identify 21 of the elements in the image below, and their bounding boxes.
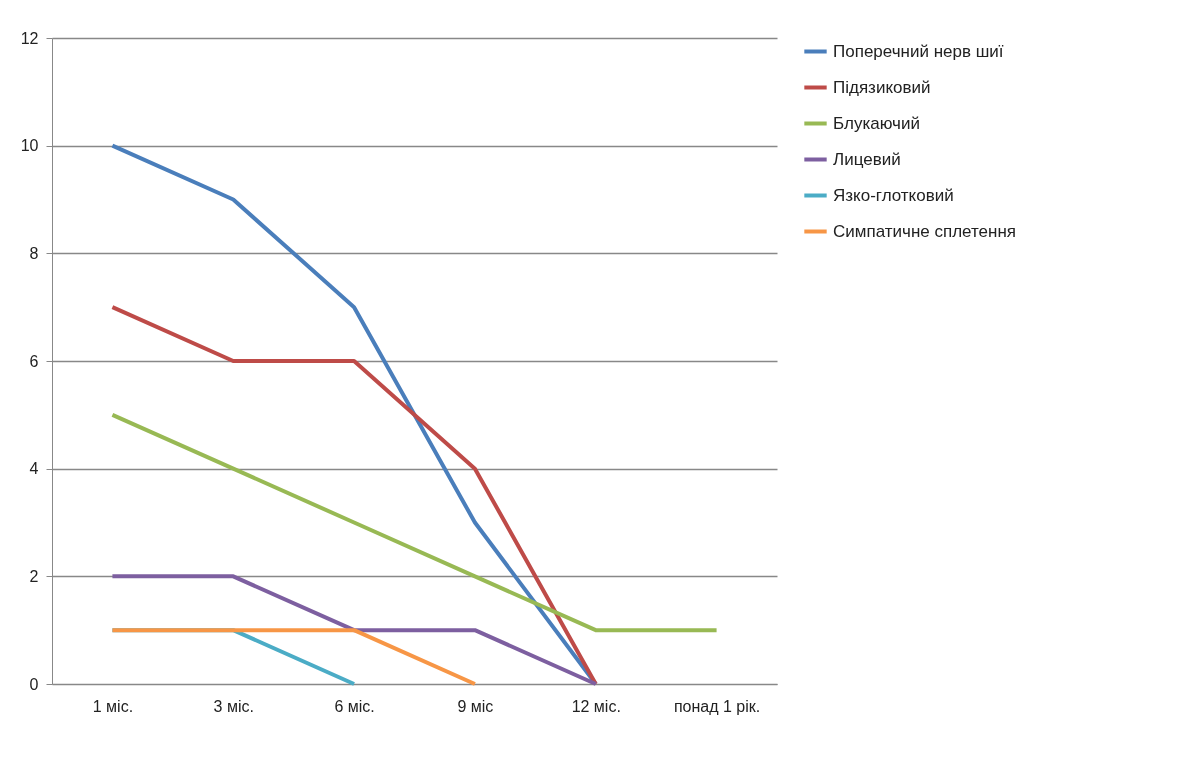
- y-tick-label: 0: [29, 675, 39, 693]
- line-series: [110, 412, 719, 633]
- legend-label: Поперечний нерв шиї: [833, 41, 1004, 61]
- y-tick-label: 10: [20, 137, 39, 155]
- x-tick-label: 3 міс.: [213, 697, 254, 715]
- x-tick-label: понад 1 рік.: [673, 697, 761, 715]
- y-tick-label: 2: [29, 567, 39, 585]
- line-series: [110, 305, 598, 686]
- y-tick-label: 8: [29, 244, 39, 262]
- y-tick-label: 6: [29, 352, 39, 370]
- y-tick-label: 4: [29, 460, 39, 478]
- x-tick-label: 12 міс.: [571, 697, 621, 715]
- legend-label: Блукаючий: [833, 113, 920, 133]
- legend-label: Підязиковий: [833, 77, 931, 97]
- legend-label: Симпатичне сплетення: [833, 221, 1016, 241]
- legend-label: Язко-глотковий: [833, 185, 954, 205]
- x-tick-label: 9 міс: [457, 697, 494, 715]
- x-tick-label: 1 міс.: [92, 697, 134, 715]
- x-tick-label: 6 міс.: [334, 697, 375, 715]
- y-tick-label: 12: [20, 29, 39, 47]
- legend-label: Лицевий: [833, 149, 901, 169]
